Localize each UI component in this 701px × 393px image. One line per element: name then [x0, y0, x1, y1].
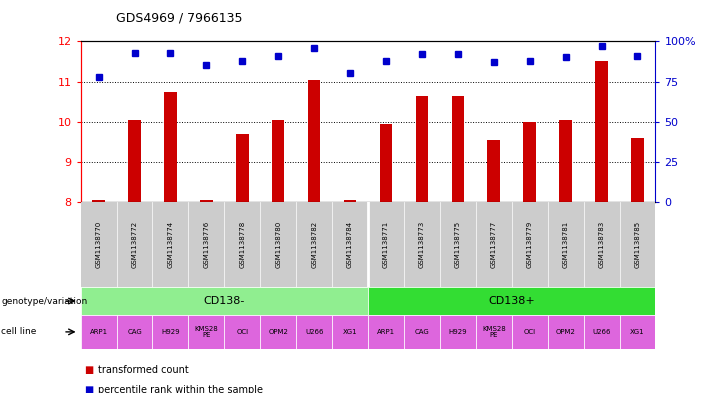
Text: CD138+: CD138+ — [489, 296, 535, 306]
Text: genotype/variation: genotype/variation — [1, 297, 88, 305]
Text: CAG: CAG — [127, 329, 142, 335]
Bar — [595, 61, 608, 202]
Bar — [451, 95, 464, 202]
Text: GSM1138777: GSM1138777 — [491, 221, 497, 268]
Bar — [93, 200, 105, 202]
Text: OCI: OCI — [236, 329, 248, 335]
Bar — [81, 315, 116, 349]
Text: GDS4969 / 7966135: GDS4969 / 7966135 — [116, 12, 242, 25]
Text: H929: H929 — [449, 329, 467, 335]
Text: GSM1138774: GSM1138774 — [168, 221, 173, 268]
Bar — [236, 134, 249, 202]
Bar — [308, 79, 320, 202]
Bar — [487, 140, 500, 202]
Text: ARP1: ARP1 — [90, 329, 108, 335]
Bar — [631, 138, 644, 202]
Text: H929: H929 — [161, 329, 179, 335]
Text: GSM1138783: GSM1138783 — [599, 221, 604, 268]
Bar — [272, 120, 285, 202]
Bar — [512, 315, 547, 349]
Text: KMS28
PE: KMS28 PE — [482, 326, 505, 338]
Text: CD138-: CD138- — [203, 296, 245, 306]
Bar — [153, 315, 189, 349]
Text: GSM1138773: GSM1138773 — [419, 221, 425, 268]
Bar — [297, 315, 332, 349]
Text: U266: U266 — [592, 329, 611, 335]
Bar — [476, 315, 512, 349]
Text: GSM1138782: GSM1138782 — [311, 221, 317, 268]
Text: CAG: CAG — [414, 329, 429, 335]
Text: ■: ■ — [84, 365, 93, 375]
Text: GSM1138776: GSM1138776 — [203, 221, 210, 268]
Bar — [128, 120, 141, 202]
Text: GSM1138784: GSM1138784 — [347, 221, 353, 268]
Bar — [583, 315, 620, 349]
Bar — [368, 315, 404, 349]
Text: OPM2: OPM2 — [268, 329, 288, 335]
Bar — [404, 315, 440, 349]
Bar — [620, 315, 655, 349]
Text: OPM2: OPM2 — [556, 329, 576, 335]
Bar — [164, 92, 177, 202]
Text: percentile rank within the sample: percentile rank within the sample — [98, 385, 263, 393]
Text: GSM1138780: GSM1138780 — [275, 221, 281, 268]
Bar — [524, 122, 536, 202]
Bar — [559, 120, 572, 202]
Text: ■: ■ — [84, 385, 93, 393]
Text: GSM1138785: GSM1138785 — [634, 221, 641, 268]
Bar — [81, 287, 368, 315]
Text: GSM1138779: GSM1138779 — [526, 221, 533, 268]
Bar — [343, 200, 356, 202]
Bar — [189, 315, 224, 349]
Text: KMS28
PE: KMS28 PE — [194, 326, 218, 338]
Bar — [116, 315, 153, 349]
Bar — [368, 287, 655, 315]
Bar — [416, 95, 428, 202]
Text: XG1: XG1 — [343, 329, 358, 335]
Text: XG1: XG1 — [630, 329, 645, 335]
Text: OCI: OCI — [524, 329, 536, 335]
Text: GSM1138778: GSM1138778 — [239, 221, 245, 268]
Text: GSM1138781: GSM1138781 — [563, 221, 569, 268]
Text: GSM1138770: GSM1138770 — [95, 221, 102, 268]
Bar — [260, 315, 297, 349]
Text: cell line: cell line — [1, 327, 36, 336]
Bar — [332, 315, 368, 349]
Bar — [440, 315, 476, 349]
Text: transformed count: transformed count — [98, 365, 189, 375]
Text: GSM1138772: GSM1138772 — [132, 221, 137, 268]
Bar — [380, 124, 393, 202]
Text: GSM1138771: GSM1138771 — [383, 221, 389, 268]
Text: GSM1138775: GSM1138775 — [455, 221, 461, 268]
Bar — [547, 315, 583, 349]
Bar — [200, 200, 212, 202]
Text: U266: U266 — [305, 329, 323, 335]
Bar — [224, 315, 260, 349]
Text: ARP1: ARP1 — [377, 329, 395, 335]
